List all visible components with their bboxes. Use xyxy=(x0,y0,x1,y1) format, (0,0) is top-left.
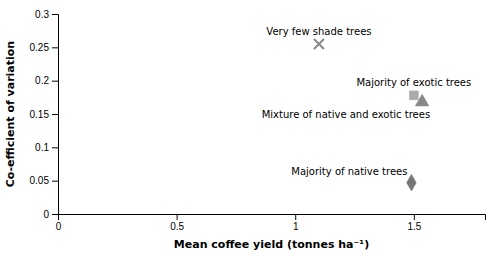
x-axis-tick-mark xyxy=(295,214,296,220)
y-axis-tick-mark xyxy=(52,181,58,182)
y-axis-tick-label: 0.2 xyxy=(35,75,49,86)
x-axis-tick-label: 1 xyxy=(293,221,299,232)
point-label: Majority of native trees xyxy=(291,166,407,177)
y-axis-tick: 0.1 xyxy=(35,142,58,153)
y-axis-tick-mark xyxy=(52,81,58,82)
x-axis-tick-label: 1.5 xyxy=(407,221,421,232)
point-label: Mixture of native and exotic trees xyxy=(262,109,430,120)
y-axis-tick-label: 0.25 xyxy=(30,42,50,53)
y-axis: 0 0.05 0.1 0.15 0.2 0.25 0.3 xyxy=(30,9,59,220)
x-axis-tick: 0 xyxy=(56,214,62,232)
y-axis-tick: 0.2 xyxy=(35,75,58,86)
point xyxy=(415,94,429,106)
point-labels: Very few shade trees Majority of exotic t… xyxy=(262,26,472,177)
y-axis-tick-mark xyxy=(52,114,58,115)
plot: 0 0.5 1 1.5 0 0.05 0.1 0.15 0.2 0.25 0.3 Mean coffe… xyxy=(4,9,486,251)
y-axis-tick: 0.05 xyxy=(30,175,58,186)
y-axis-title: Co-efficient of variation xyxy=(4,41,17,187)
x-axis: 0 0.5 1 1.5 xyxy=(56,214,486,232)
point-label: Very few shade trees xyxy=(266,26,371,37)
x-axis-tick: 1.5 xyxy=(407,214,421,232)
y-axis-tick: 0.25 xyxy=(30,42,58,53)
y-axis-tick-label: 0.15 xyxy=(30,109,50,120)
point-label: Majority of exotic trees xyxy=(356,77,471,88)
y-axis-tick: 0 xyxy=(43,209,58,220)
y-axis-tick-mark xyxy=(52,47,58,48)
x-axis-tick-label: 0.5 xyxy=(170,221,184,232)
point xyxy=(409,91,418,100)
x-axis-line xyxy=(59,215,486,221)
y-axis-tick-mark xyxy=(52,147,58,148)
x-axis-tick-label: 0 xyxy=(56,221,62,232)
x-axis-title: Mean coffee yield (tonnes ha⁻¹) xyxy=(174,238,369,251)
y-axis-tick-mark xyxy=(52,14,58,15)
x-axis-tick-mark xyxy=(177,214,178,220)
y-axis-tick-label: 0.3 xyxy=(35,9,49,20)
y-axis-tick-mark xyxy=(52,214,58,215)
y-axis-tick-label: 0.1 xyxy=(35,142,49,153)
chart: 0 0.5 1 1.5 0 0.05 0.1 0.15 0.2 0.25 0.3 Mean coffe… xyxy=(0,0,500,256)
y-axis-tick-label: 0 xyxy=(43,209,49,220)
y-axis-tick: 0.15 xyxy=(30,109,58,120)
point xyxy=(407,174,417,191)
x-axis-tick-mark xyxy=(414,214,415,220)
x-axis-tick: 0.5 xyxy=(170,214,184,232)
point xyxy=(314,39,324,49)
y-axis-line xyxy=(52,15,59,215)
y-axis-tick-label: 0.05 xyxy=(30,175,50,186)
x-axis-tick: 1 xyxy=(293,214,299,232)
y-axis-tick: 0.3 xyxy=(35,9,58,20)
